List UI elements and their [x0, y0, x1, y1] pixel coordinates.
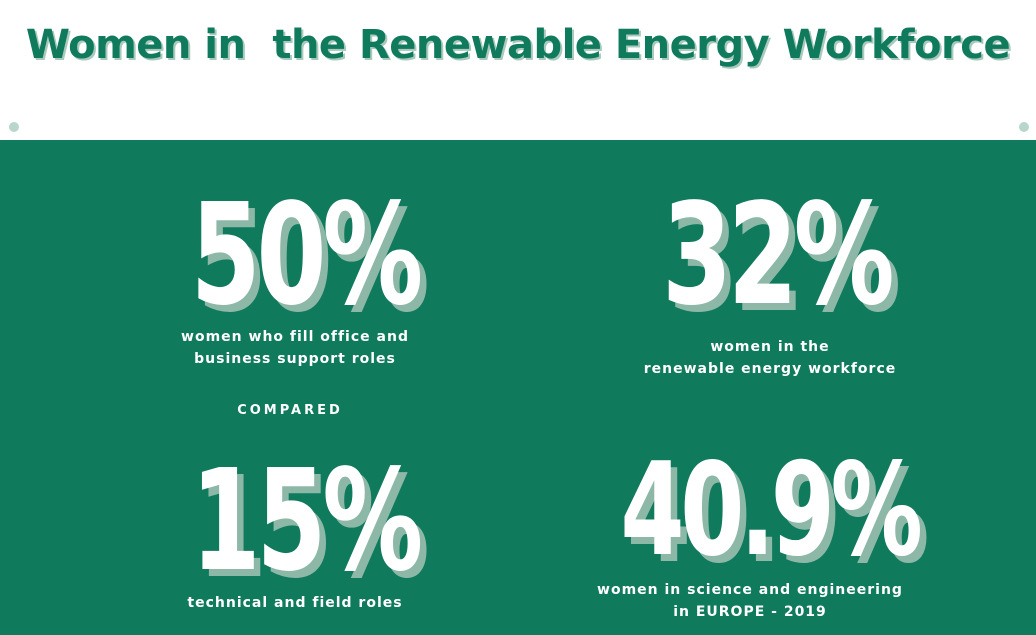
decorative-dot-right	[1019, 122, 1029, 132]
stat-description-line: renewable energy workforce	[643, 361, 897, 377]
stat-description-line: women who fill office and	[181, 329, 409, 345]
stat-description-line: in EUROPE - 2019	[673, 604, 827, 620]
stats-panel	[0, 140, 1036, 635]
stat-description-line: business support roles	[194, 351, 396, 367]
stat-science-engineering: 40.9% women in science and engineering i…	[570, 447, 930, 623]
stat-office-roles: 50% women who fill office and business s…	[150, 186, 440, 370]
header: Women in the Renewable Energy Workforce	[0, 0, 1036, 140]
stat-value: 15%	[190, 440, 424, 603]
stat-renewable-workforce: 32% women in the renewable energy workfo…	[620, 186, 920, 380]
stat-value: 50%	[190, 174, 424, 337]
decorative-dot-left	[9, 122, 19, 132]
compared-label: COMPARED	[237, 403, 343, 418]
stat-description-line: women in science and engineering	[597, 582, 903, 598]
stat-value: 32%	[662, 174, 895, 337]
stat-description-line: technical and field roles	[187, 595, 403, 611]
stat-technical-roles: 15% technical and field roles	[150, 452, 440, 614]
page-title: Women in the Renewable Energy Workforce	[25, 22, 1011, 68]
stat-description-line: women in the	[710, 339, 830, 355]
stat-value: 40.9%	[620, 436, 922, 585]
